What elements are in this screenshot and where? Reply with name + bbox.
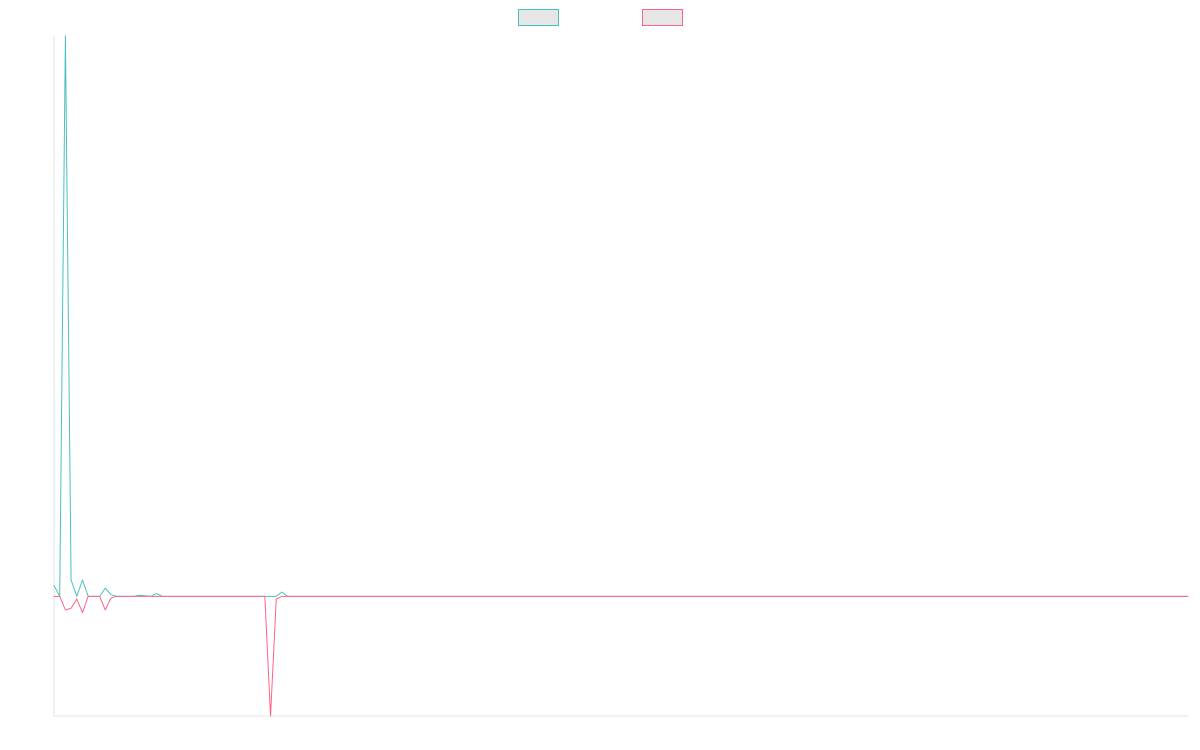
legend-item-2[interactable] <box>642 9 683 26</box>
legend-item-1[interactable] <box>518 9 559 26</box>
legend-swatch-1[interactable] <box>518 9 559 26</box>
axes <box>53 36 1188 717</box>
series-2-line <box>53 595 1189 717</box>
legend[interactable] <box>518 9 683 26</box>
series-2 <box>53 595 1189 717</box>
series-1 <box>53 35 1189 597</box>
series-1-line <box>53 35 1189 597</box>
series-group <box>53 35 1189 717</box>
legend-swatch-2[interactable] <box>642 9 683 26</box>
